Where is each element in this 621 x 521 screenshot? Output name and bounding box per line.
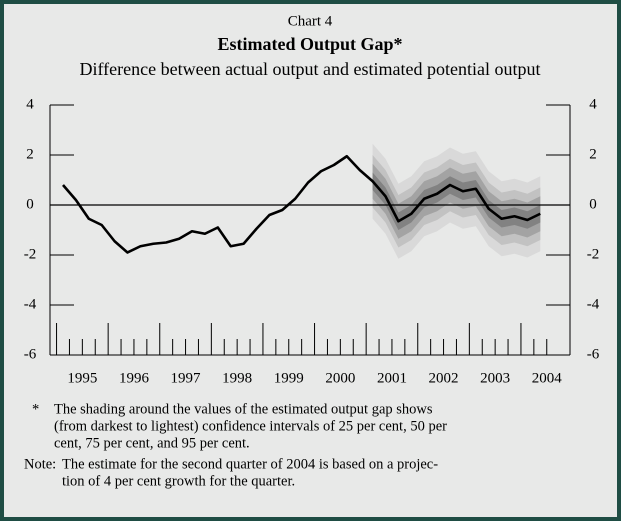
x-tick-label: 2003	[480, 370, 510, 386]
chart-label: Chart 4	[288, 13, 333, 29]
x-tick-label: 1997	[171, 370, 202, 386]
x-tick-label: 2001	[377, 370, 407, 386]
y-tick-label: 4	[26, 96, 34, 112]
x-tick-label: 2004	[532, 370, 563, 386]
note-line: The shading around the values of the est…	[54, 401, 433, 417]
y-tick-label-right: -6	[587, 346, 600, 362]
x-tick-label: 1996	[119, 370, 150, 386]
note-line: The estimate for the second quarter of 2…	[62, 456, 438, 472]
y-tick-label: -6	[24, 346, 37, 362]
y-tick-label-right: 4	[589, 96, 597, 112]
y-tick-label-right: -2	[587, 246, 600, 262]
y-tick-label: -4	[24, 296, 37, 312]
y-tick-label: 2	[26, 146, 34, 162]
y-tick-label-right: -4	[587, 296, 600, 312]
y-tick-label: 0	[26, 196, 34, 212]
note-line: cent, 75 per cent, and 95 per cent.	[54, 435, 250, 451]
x-tick-label: 2002	[429, 370, 459, 386]
y-tick-label-right: 2	[589, 146, 597, 162]
chart-title: Estimated Output Gap*	[217, 34, 402, 54]
x-tick-label: 1995	[67, 370, 97, 386]
y-tick-label: -2	[24, 246, 37, 262]
note-line: (from darkest to lightest) confidence in…	[54, 418, 447, 434]
note-marker: *	[32, 401, 39, 417]
note-marker: Note:	[24, 456, 56, 472]
x-tick-label: 2000	[325, 370, 355, 386]
series-line	[62, 154, 541, 254]
note-line: tion of 4 per cent growth for the quarte…	[62, 473, 295, 489]
x-tick-label: 1998	[222, 370, 252, 386]
y-tick-label-right: 0	[589, 196, 597, 212]
x-tick-label: 1999	[274, 370, 304, 386]
chart-subtitle: Difference between actual output and est…	[79, 59, 540, 79]
